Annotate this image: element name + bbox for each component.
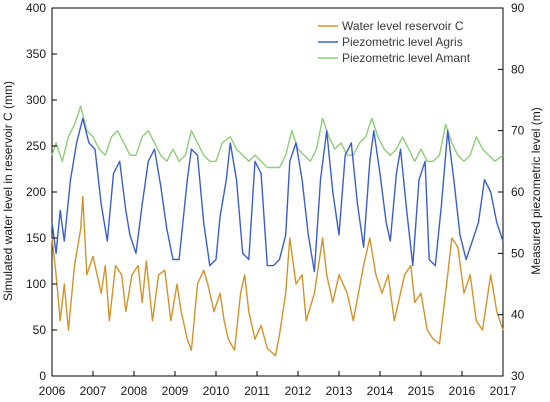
x-tick-label: 2010 — [203, 384, 230, 398]
x-tick-label: 2015 — [408, 384, 435, 398]
y-axis-right-title: Measured piezometric level (m) — [529, 107, 543, 274]
x-tick-label: 2011 — [244, 384, 270, 398]
series-line-water-level-reservoir-c — [51, 195, 504, 357]
y-left-tick-label: 200 — [26, 185, 46, 199]
x-tick-label: 2008 — [121, 384, 148, 398]
x-tick-label: 2006 — [39, 384, 66, 398]
x-tick-label: 2017 — [490, 384, 517, 398]
x-tick-label: 2009 — [162, 384, 189, 398]
y-left-tick-label: 50 — [33, 323, 47, 337]
y-right-tick-label: 80 — [511, 62, 525, 76]
x-tick-label: 2014 — [367, 384, 394, 398]
y-right-tick-label: 50 — [511, 246, 525, 260]
y-right-tick-label: 30 — [511, 369, 525, 383]
x-tick-label: 2016 — [449, 384, 476, 398]
legend-label: Piezometric level Agris — [342, 35, 463, 49]
series-layer — [51, 105, 504, 357]
y-left-tick-label: 300 — [26, 93, 46, 107]
y-left-tick-label: 400 — [26, 1, 46, 15]
plot-area — [51, 7, 504, 377]
y-left-tick-label: 250 — [26, 139, 46, 153]
y-right-tick-label: 60 — [511, 185, 525, 199]
y-left-tick-label: 350 — [26, 47, 46, 61]
y-axis-left-title: Simulated water level in reservoir C (mm… — [1, 81, 15, 301]
legend-label: Piezometric level Amant — [342, 51, 471, 65]
y-left-tick-label: 100 — [26, 277, 46, 291]
series-line-piezometric-level-agris — [51, 117, 504, 273]
y-right-tick-label: 70 — [511, 124, 525, 138]
y-right-tick-label: 40 — [511, 308, 525, 322]
axes-layer: 2006 2007 2008 2009 2010 2011 2012 2013 2014 2015… — [26, 1, 525, 398]
x-tick-label: 2013 — [326, 384, 353, 398]
series-line-piezometric-level-amant — [51, 105, 504, 169]
plot-frame — [51, 7, 504, 377]
legend-label: Water level reservoir C — [342, 19, 464, 33]
y-left-tick-label: 0 — [39, 369, 46, 383]
y-right-tick-label: 90 — [511, 1, 525, 15]
y-left-tick-label: 150 — [26, 231, 46, 245]
x-tick-label: 2007 — [80, 384, 107, 398]
legend: Water level reservoir C Piezometric level… — [318, 19, 471, 65]
x-tick-label: 2012 — [285, 384, 312, 398]
